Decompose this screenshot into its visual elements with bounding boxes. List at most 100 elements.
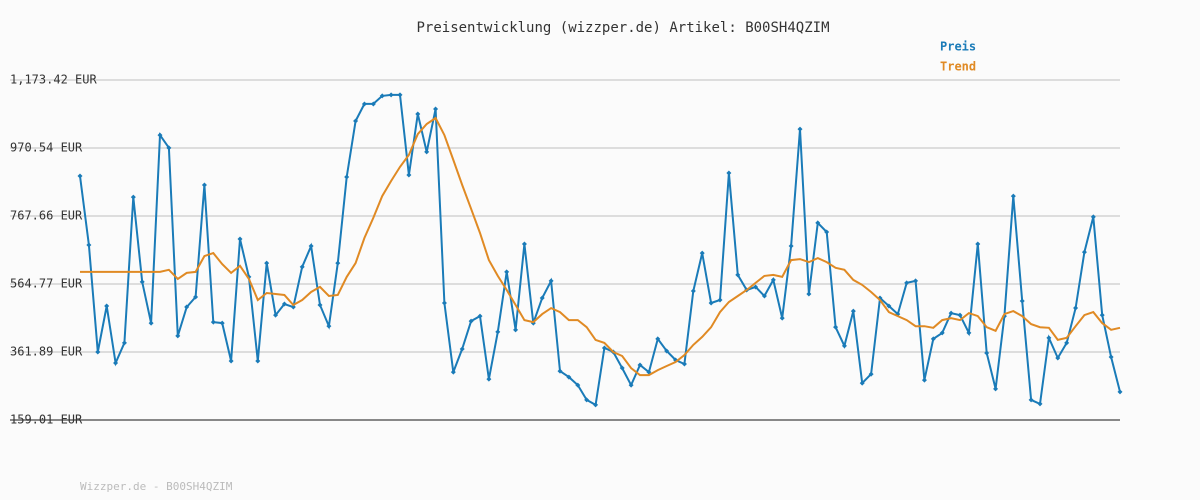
data-point <box>1019 298 1025 304</box>
y-tick-label: 767.66 EUR <box>10 208 83 222</box>
data-point <box>521 241 527 247</box>
data-point <box>868 371 874 377</box>
data-point <box>557 368 563 374</box>
data-point <box>326 323 332 329</box>
data-point <box>361 101 367 107</box>
data-point <box>779 315 785 321</box>
data-point <box>504 269 510 275</box>
data-point <box>824 229 830 235</box>
data-point <box>370 101 376 107</box>
data-point <box>797 126 803 132</box>
data-point <box>317 302 323 308</box>
data-point <box>1055 355 1061 361</box>
data-point <box>806 291 812 297</box>
data-point <box>726 170 732 176</box>
data-point <box>566 374 572 380</box>
data-point <box>281 301 287 307</box>
data-point <box>273 312 279 318</box>
data-point <box>593 402 599 408</box>
data-point <box>770 277 776 283</box>
data-point <box>193 294 199 300</box>
data-point <box>406 172 412 178</box>
data-point <box>1108 354 1114 360</box>
data-point <box>1037 401 1043 407</box>
data-point <box>859 380 865 386</box>
data-point <box>735 272 741 278</box>
data-point <box>210 319 216 325</box>
data-point <box>113 360 119 366</box>
data-point <box>637 362 643 368</box>
data-point <box>1028 397 1034 403</box>
data-point <box>539 295 545 301</box>
data-point <box>415 111 421 117</box>
data-point <box>1010 193 1016 199</box>
data-point <box>975 241 981 247</box>
data-point <box>441 300 447 306</box>
data-point <box>708 300 714 306</box>
chart-title: Preisentwicklung (wizzper.de) Artikel: B… <box>416 20 829 36</box>
data-point <box>575 382 581 388</box>
data-point <box>753 284 759 290</box>
data-point <box>948 310 954 316</box>
data-point <box>77 173 83 179</box>
data-point <box>95 349 101 355</box>
data-point <box>157 132 163 138</box>
data-point <box>255 358 261 364</box>
data-point <box>513 327 519 333</box>
data-point <box>308 243 314 249</box>
data-point <box>619 365 625 371</box>
data-point <box>495 329 501 335</box>
data-point <box>166 145 172 151</box>
data-point <box>833 324 839 330</box>
data-point <box>468 318 474 324</box>
data-point <box>335 260 341 266</box>
data-point <box>121 340 127 346</box>
data-point <box>353 118 359 124</box>
data-point <box>130 194 136 200</box>
data-point <box>86 242 92 248</box>
data-point <box>1090 214 1096 220</box>
legend-label: Trend <box>940 60 976 74</box>
y-tick-label: 1,173.42 EUR <box>10 73 97 87</box>
data-point <box>459 346 465 352</box>
data-point <box>219 320 225 326</box>
data-point <box>1099 312 1105 318</box>
series-line <box>79 93 1121 407</box>
data-point <box>104 303 110 309</box>
data-point <box>424 149 430 155</box>
data-point <box>1117 389 1123 395</box>
data-point <box>788 243 794 249</box>
data-point <box>299 264 305 270</box>
data-point <box>237 236 243 242</box>
data-point <box>690 288 696 294</box>
data-point <box>379 93 385 99</box>
data-point <box>966 330 972 336</box>
y-tick-label: 159.01 EUR <box>10 413 83 427</box>
data-point <box>148 320 154 326</box>
data-point <box>904 280 910 286</box>
data-point <box>1064 340 1070 346</box>
data-point <box>433 106 439 112</box>
data-point <box>1073 305 1079 311</box>
series-line <box>80 116 1121 377</box>
data-point <box>388 92 394 98</box>
data-point <box>184 304 190 310</box>
y-tick-label: 970.54 EUR <box>10 140 83 154</box>
data-point <box>921 377 927 383</box>
data-point <box>139 279 145 285</box>
data-point <box>717 297 723 303</box>
data-point <box>1081 249 1087 255</box>
data-point <box>850 308 856 314</box>
y-tick-label: 564.77 EUR <box>10 277 83 291</box>
data-point <box>201 182 207 188</box>
data-point <box>486 376 492 382</box>
data-point <box>761 293 767 299</box>
data-point <box>290 304 296 310</box>
data-point <box>1046 335 1052 341</box>
data-point <box>984 350 990 356</box>
legend-label: Preis <box>940 40 976 54</box>
data-point <box>655 336 661 342</box>
data-point <box>930 336 936 342</box>
